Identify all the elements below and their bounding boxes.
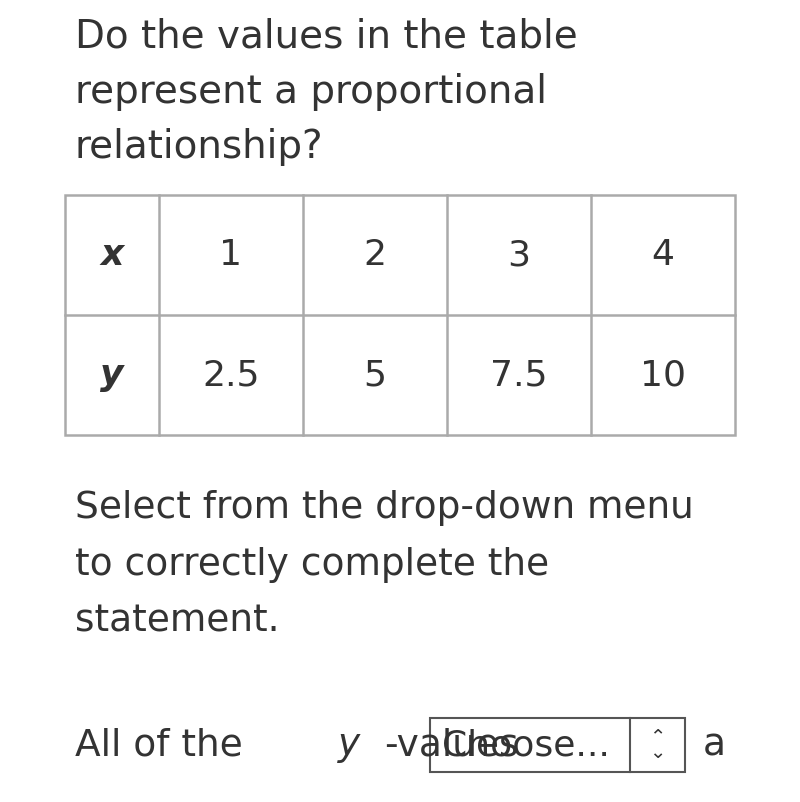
Text: Do the values in the table: Do the values in the table bbox=[75, 18, 578, 56]
Text: 7.5: 7.5 bbox=[490, 358, 548, 392]
Text: 10: 10 bbox=[640, 358, 686, 392]
Text: -values: -values bbox=[384, 727, 518, 763]
Text: x: x bbox=[100, 238, 123, 272]
Bar bbox=[65, 195, 735, 435]
Text: 4: 4 bbox=[651, 238, 674, 272]
Text: 2.5: 2.5 bbox=[202, 358, 259, 392]
Text: All of the: All of the bbox=[75, 727, 254, 763]
Text: to correctly complete the: to correctly complete the bbox=[75, 547, 549, 583]
Text: y: y bbox=[338, 727, 360, 763]
Text: statement.: statement. bbox=[75, 604, 279, 640]
Text: 1: 1 bbox=[219, 238, 242, 272]
Bar bbox=[430, 718, 685, 772]
Text: Select from the drop-down menu: Select from the drop-down menu bbox=[75, 490, 694, 526]
Text: 2: 2 bbox=[363, 238, 386, 272]
Text: a: a bbox=[703, 727, 726, 763]
Text: represent a proportional: represent a proportional bbox=[75, 73, 547, 111]
Text: Choose...: Choose... bbox=[442, 728, 610, 762]
Text: ⌃
⌄: ⌃ ⌄ bbox=[650, 727, 666, 763]
Text: 5: 5 bbox=[363, 358, 386, 392]
Text: y: y bbox=[100, 358, 124, 392]
Text: relationship?: relationship? bbox=[75, 128, 324, 166]
Text: 3: 3 bbox=[507, 238, 530, 272]
